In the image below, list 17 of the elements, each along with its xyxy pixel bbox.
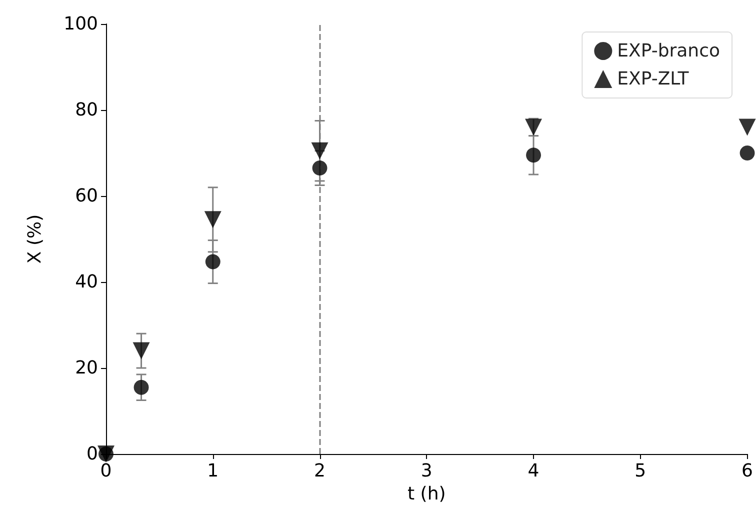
y-tick-label: 20	[75, 358, 98, 378]
legend-label: EXP-branco	[617, 40, 720, 62]
x-tick-label: 2	[314, 460, 326, 482]
x-tick-label: 6	[742, 460, 753, 482]
x-tick-label: 5	[634, 460, 646, 482]
y-axis-title: X (%)	[24, 214, 46, 264]
x-tick-label: 0	[100, 460, 112, 482]
x-tick-label: 4	[528, 460, 540, 482]
y-tick-label: 40	[75, 272, 98, 292]
y-tick-label: 80	[75, 100, 98, 120]
y-tick-label: 100	[64, 14, 98, 34]
x-axis-title: t (h)	[408, 483, 446, 504]
y-tick-label: 0	[86, 444, 98, 464]
legend-label: EXP-ZLT	[617, 68, 690, 90]
x-tick-label: 3	[420, 460, 432, 482]
x-tick-label: 1	[207, 460, 219, 482]
y-tick-label: 60	[75, 186, 98, 206]
